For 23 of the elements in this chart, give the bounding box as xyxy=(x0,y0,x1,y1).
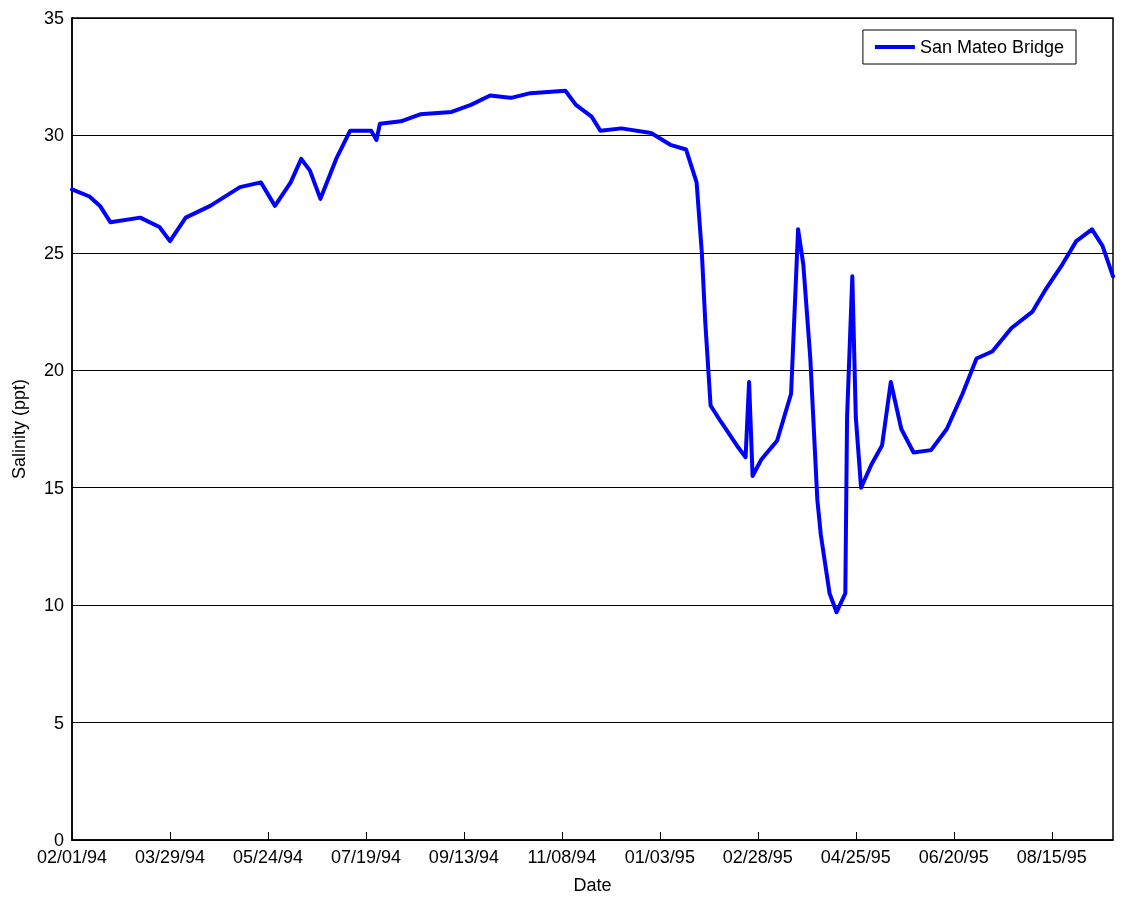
x-tick-label: 02/01/94 xyxy=(36,847,108,867)
x-tick-label: 02/28/95 xyxy=(722,847,793,867)
y-axis-title: Salinity (ppt) xyxy=(9,378,29,480)
line-series xyxy=(70,88,1115,615)
x-tick-label: 07/19/94 xyxy=(330,847,401,867)
y-tick-label: 20 xyxy=(43,360,64,381)
y-tick-label: 10 xyxy=(43,595,64,616)
x-tick-label: 09/13/94 xyxy=(428,847,499,867)
y-tick-label: 0 xyxy=(53,830,64,850)
x-tick-label: 01/03/95 xyxy=(624,847,695,867)
y-tick-label: 25 xyxy=(43,242,64,263)
x-tick-label: 06/20/95 xyxy=(918,847,989,867)
legend-label: San Mateo Bridge xyxy=(919,37,1065,57)
y-tick-label: 35 xyxy=(43,8,64,28)
x-tick-label: 05/24/94 xyxy=(232,847,303,867)
x-tick-label: 11/08/94 xyxy=(527,847,597,867)
x-tick-label: 04/25/95 xyxy=(820,847,891,867)
x-tick-label: 08/15/95 xyxy=(1016,847,1087,867)
x-tick-label: 03/29/94 xyxy=(134,847,206,867)
y-tick-label: 30 xyxy=(43,125,64,146)
x-axis-title: Date xyxy=(573,875,612,895)
y-tick-label: 15 xyxy=(43,477,64,498)
y-tick-label: 5 xyxy=(53,712,64,733)
